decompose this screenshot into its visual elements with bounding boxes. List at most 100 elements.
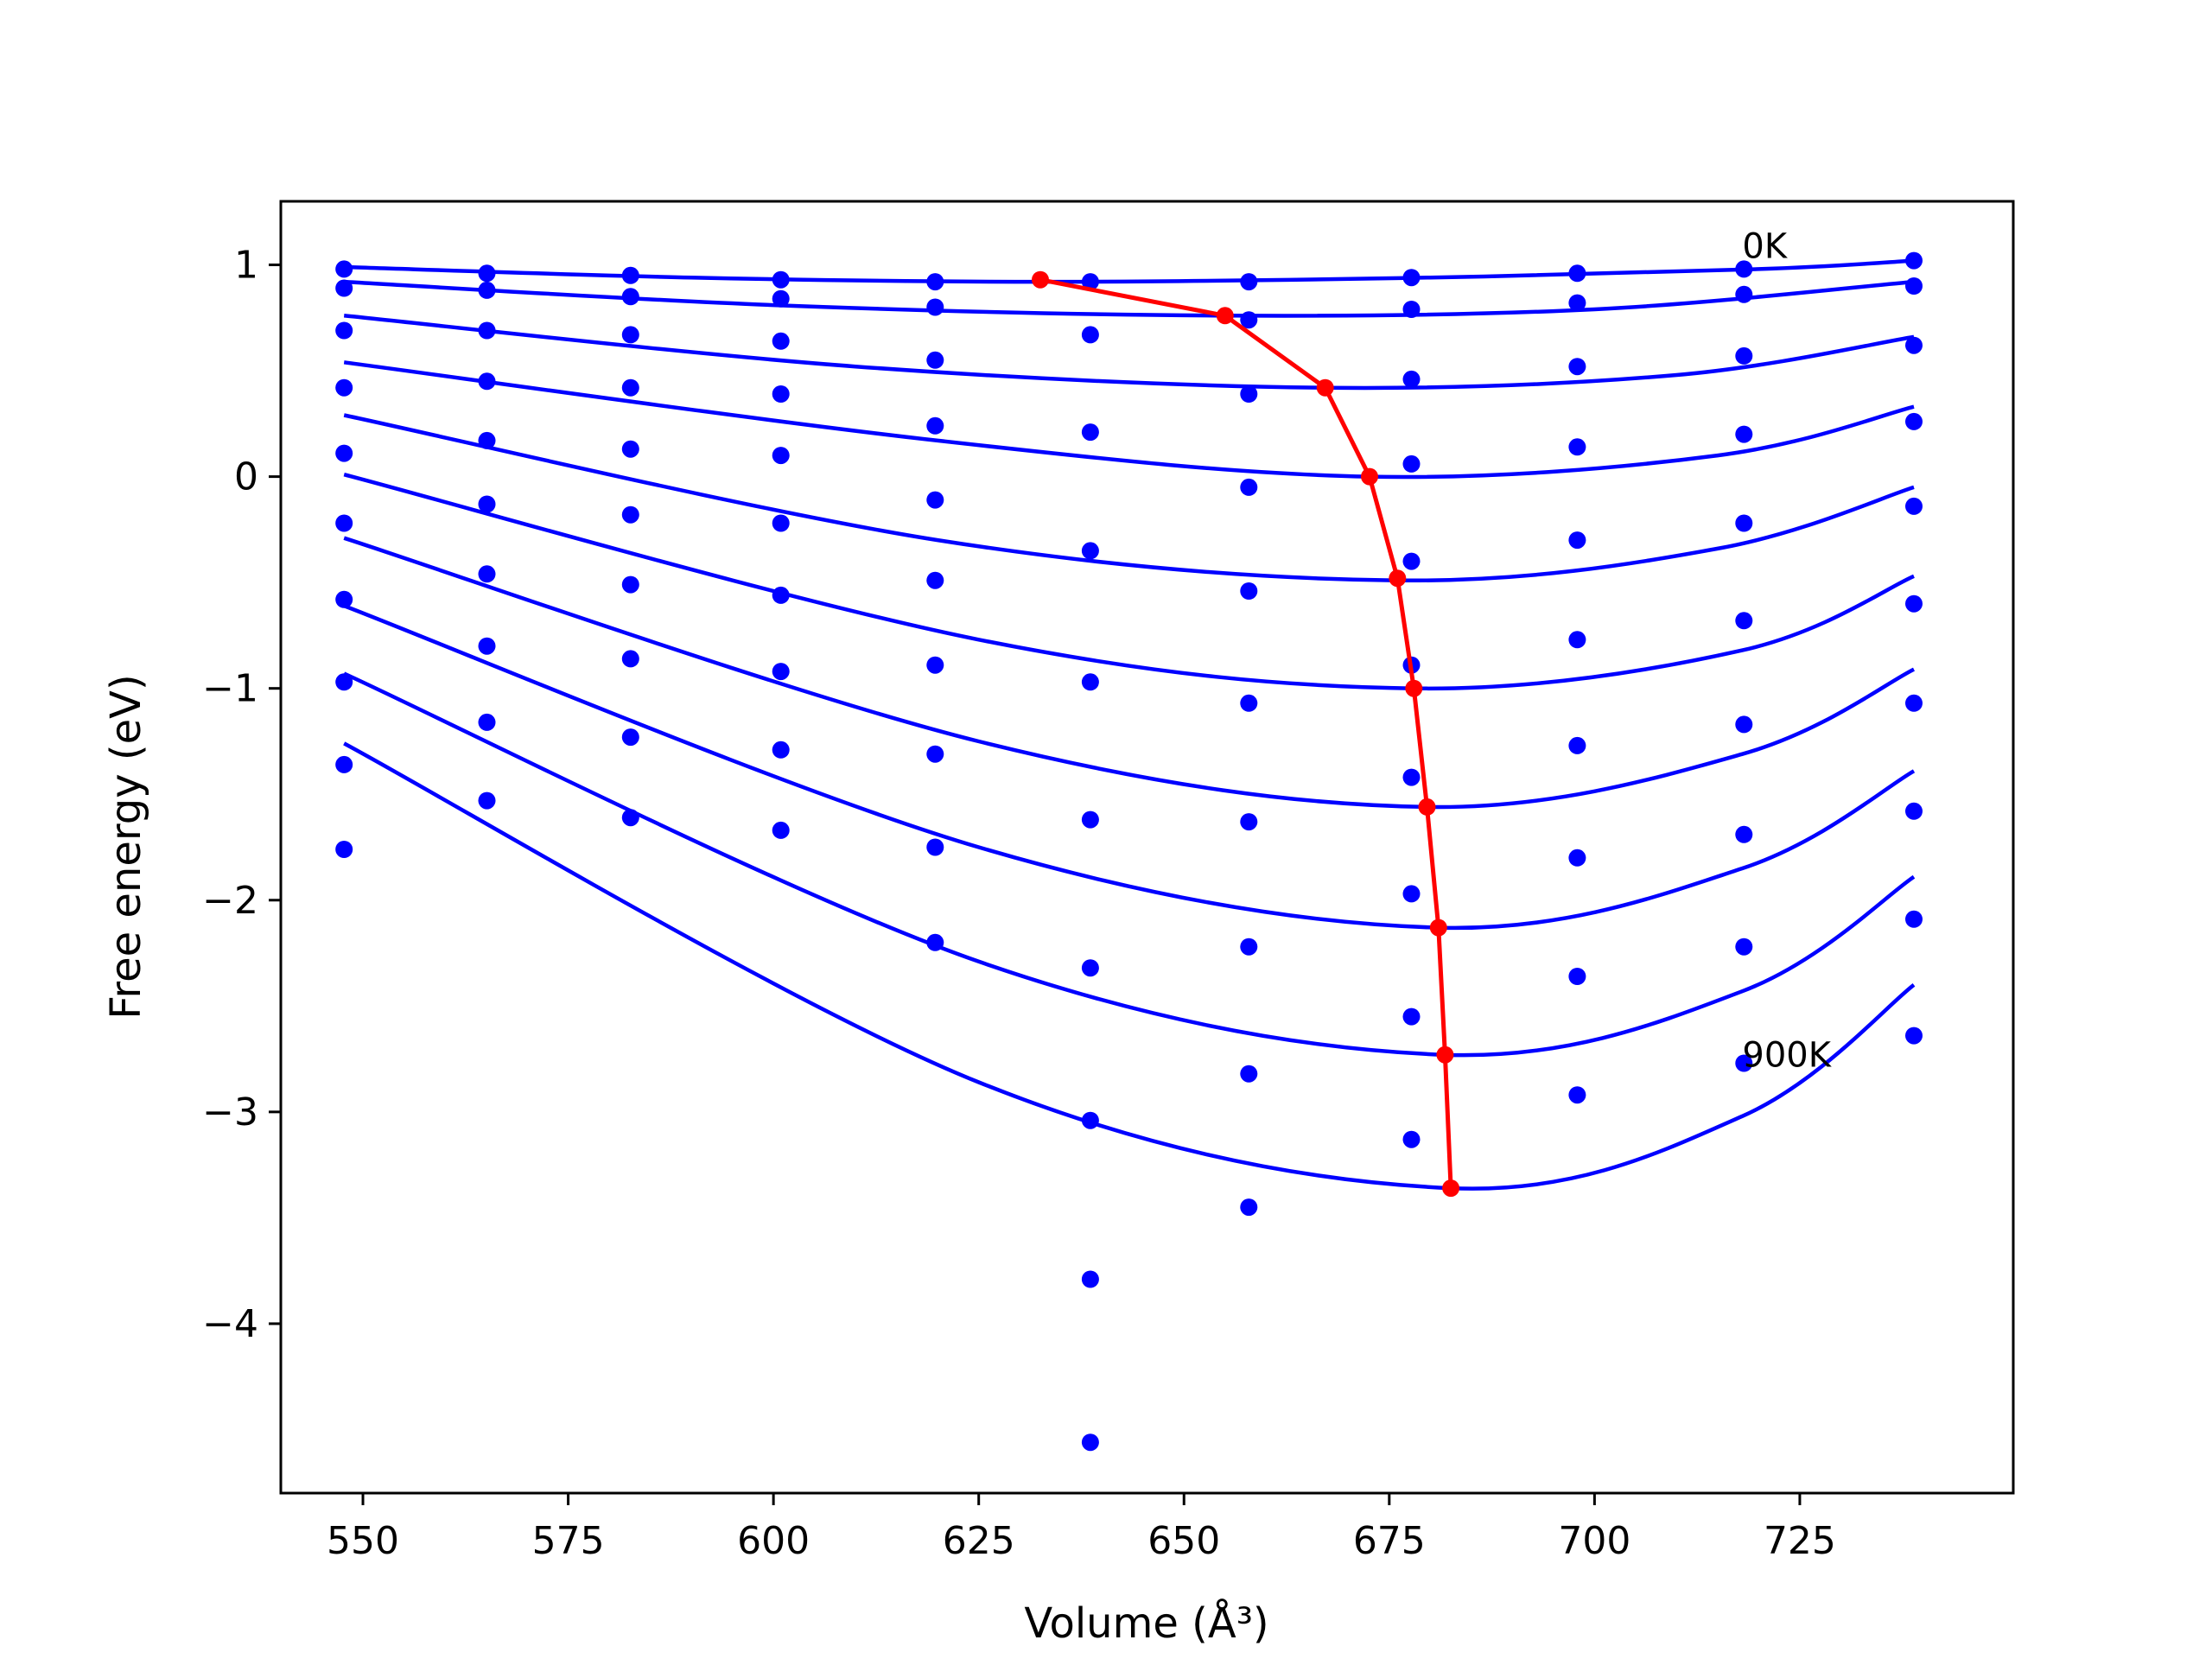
- x-tick-label: 650: [1147, 1519, 1220, 1563]
- equilibrium-point: [1361, 467, 1378, 486]
- data-point: [1240, 582, 1258, 600]
- data-point: [1568, 358, 1586, 376]
- data-point: [1240, 273, 1258, 291]
- fit-curves: [343, 258, 1916, 1191]
- fit-curve-4: [343, 413, 1915, 583]
- data-point: [621, 266, 639, 284]
- data-point: [621, 650, 639, 668]
- y-tick-label: 1: [234, 244, 258, 288]
- equilibrium-point: [1442, 1179, 1460, 1198]
- fit-curve-3: [343, 360, 1915, 480]
- data-point: [1735, 260, 1753, 278]
- x-tick-label: 625: [943, 1519, 1015, 1563]
- data-point: [621, 505, 639, 524]
- data-point: [1568, 968, 1586, 985]
- x-axis-ticks: 550 575 600 625 650 675 700 725: [327, 1493, 1836, 1563]
- equilibrium-polyline: [1039, 277, 1453, 1189]
- data-point: [1735, 612, 1753, 630]
- data-point: [1240, 478, 1258, 496]
- data-point: [926, 416, 944, 435]
- data-point: [772, 332, 790, 350]
- y-axis-label: Free energy (eV): [102, 674, 150, 1019]
- data-point: [1240, 813, 1258, 831]
- fit-curve-2: [343, 314, 1915, 391]
- equilibrium-point: [1405, 679, 1423, 697]
- fit-curve-7: [343, 603, 1916, 931]
- data-point: [621, 728, 639, 747]
- data-point: [772, 270, 790, 289]
- data-point: [335, 514, 353, 532]
- data-point: [478, 565, 496, 583]
- data-point: [335, 279, 353, 297]
- y-tick-label: 0: [234, 455, 258, 499]
- data-point: [335, 590, 353, 608]
- data-point: [478, 372, 496, 391]
- data-point: [1905, 802, 1923, 820]
- curve-annotation: 900K: [1742, 1036, 1832, 1076]
- data-point: [1568, 849, 1586, 867]
- fit-curve-1: [344, 279, 1915, 318]
- curve-annotation: 0K: [1742, 226, 1788, 266]
- x-tick-label: 600: [737, 1519, 810, 1563]
- x-tick-label: 550: [327, 1519, 399, 1563]
- data-point: [1568, 438, 1586, 456]
- data-point: [1402, 1130, 1421, 1148]
- fit-curve-9: [343, 741, 1916, 1191]
- data-point: [772, 385, 790, 403]
- plot-frame: [279, 200, 2015, 1495]
- data-point: [772, 741, 790, 759]
- data-point: [1905, 910, 1923, 928]
- equilibrium-point: [1436, 1046, 1454, 1064]
- data-point: [1735, 938, 1753, 956]
- equilibrium-line: [1032, 270, 1460, 1198]
- data-point: [1081, 810, 1099, 829]
- data-point: [621, 326, 639, 344]
- data-point: [926, 838, 944, 856]
- annotations: 0K 900K: [1742, 226, 1832, 1075]
- data-point: [621, 575, 639, 594]
- fit-curve-6: [343, 536, 1915, 810]
- data-point: [1402, 454, 1421, 473]
- data-point: [478, 431, 496, 449]
- data-point: [1240, 938, 1258, 956]
- data-point: [926, 491, 944, 509]
- data-point: [1905, 694, 1923, 712]
- data-point: [1735, 715, 1753, 734]
- data-point: [1905, 251, 1923, 270]
- x-axis-label: Volume (Å³): [1024, 1599, 1268, 1648]
- data-point: [1735, 1054, 1753, 1072]
- data-point: [1081, 959, 1099, 977]
- x-tick-label: 700: [1558, 1519, 1630, 1563]
- data-point: [1905, 1027, 1923, 1045]
- data-point: [926, 273, 944, 291]
- equilibrium-point: [1316, 378, 1334, 397]
- data-point: [1905, 594, 1923, 613]
- x-tick-label: 725: [1764, 1519, 1836, 1563]
- data-point: [1905, 497, 1923, 515]
- data-point: [1735, 825, 1753, 843]
- data-point: [926, 933, 944, 951]
- data-point: [1905, 277, 1923, 295]
- data-point: [1081, 1270, 1099, 1288]
- equilibrium-point: [1032, 270, 1049, 289]
- x-tick-label: 675: [1353, 1519, 1426, 1563]
- data-point: [772, 447, 790, 465]
- data-point: [1240, 1198, 1258, 1217]
- data-point: [621, 378, 639, 397]
- data-point: [1735, 285, 1753, 303]
- data-point: [478, 791, 496, 810]
- data-points: [335, 251, 1923, 1452]
- data-point: [478, 264, 496, 283]
- x-tick-label: 575: [532, 1519, 605, 1563]
- data-point: [1568, 736, 1586, 754]
- data-point: [1081, 273, 1099, 291]
- equilibrium-point: [1429, 918, 1447, 937]
- data-point: [478, 637, 496, 655]
- data-point: [1735, 514, 1753, 532]
- data-point: [1905, 412, 1923, 430]
- fit-curve-0: [344, 258, 1915, 284]
- data-point: [1402, 768, 1421, 786]
- data-point: [478, 321, 496, 340]
- data-point: [772, 514, 790, 532]
